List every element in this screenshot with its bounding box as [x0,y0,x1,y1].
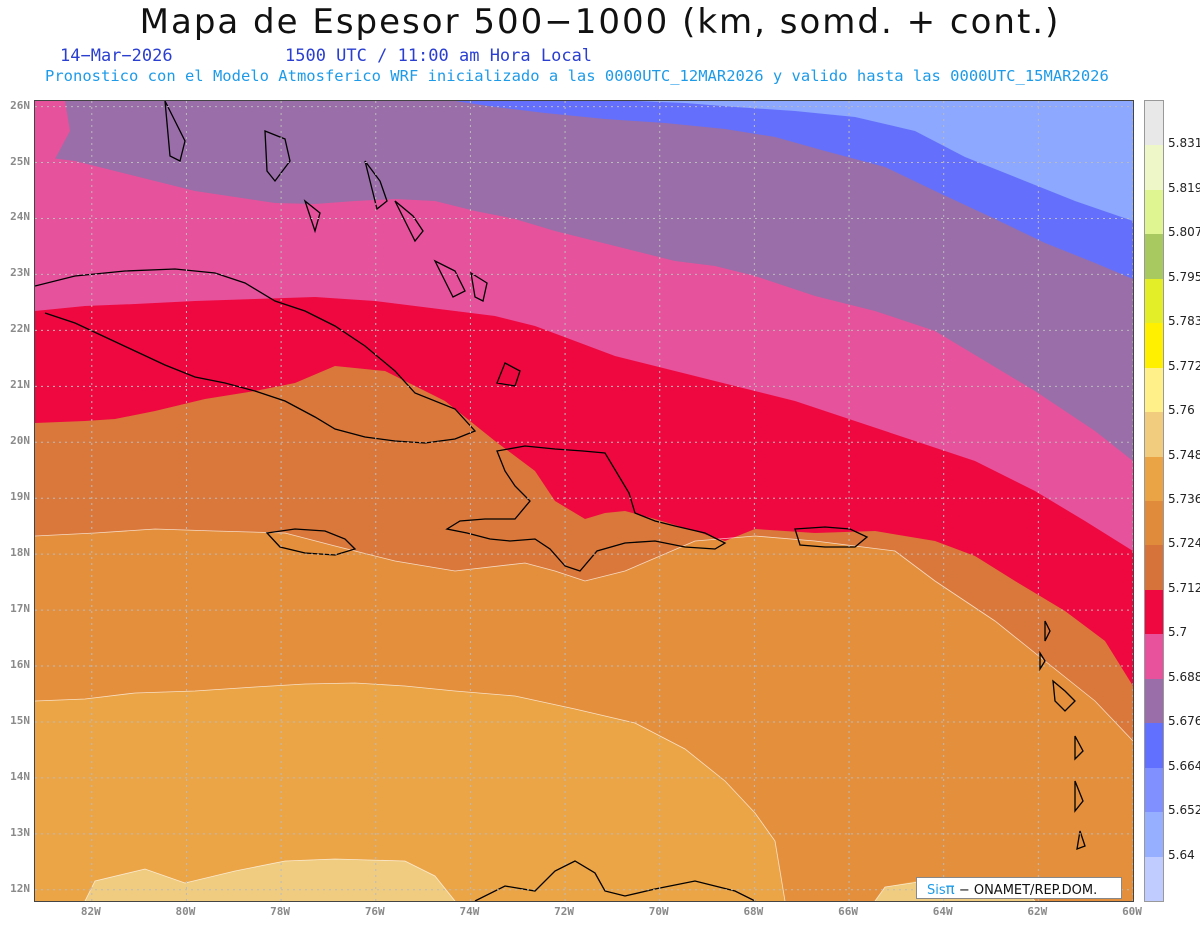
colorbar-swatch [1145,589,1163,635]
colorbar-level-label: 5.819 [1168,180,1200,195]
lon-tick-label: 82W [80,905,101,918]
credit-brand: Sis [927,883,946,898]
thickness-contours [35,528,1133,901]
lon-tick-label: 74W [459,905,480,918]
colorbar-level-label: 5.712 [1168,580,1200,595]
lat-tick-label: 24N [10,210,30,224]
band-5676-5688-west [35,101,70,171]
band-5736-5748 [85,859,1035,901]
colorbar-swatch [1145,189,1163,235]
lat-tick-label: 23N [10,266,30,280]
south-america-coast [474,860,756,901]
credit-logo: Sisπ − ONAMET/REP.DOM. [916,877,1122,899]
lon-tick-label: 68W [743,905,764,918]
lat-tick-label: 12N [10,881,30,895]
lat-tick-label: 16N [10,658,30,672]
lat-tick-label: 17N [10,602,30,616]
colorbar-swatch [1145,634,1163,680]
lat-tick-label: 14N [10,769,30,783]
band-5640-5652 [635,101,1133,221]
thickness-map [35,101,1133,901]
colorbar-swatch [1145,323,1163,369]
lat-tick-label: 20N [10,434,30,448]
band-5652-5664 [35,101,1133,279]
colorbar-swatch [1145,545,1163,591]
lon-tick-label: 60W [1122,905,1142,918]
hispaniola-coast [445,445,727,572]
colorbar-swatch [1145,767,1163,813]
colorbar-level-label: 5.795 [1168,269,1200,284]
lat-tick-label: 19N [10,490,30,504]
puerto-rico-coast [794,526,869,548]
lat-lon-grid [35,101,1133,901]
colorbar-swatch [1145,234,1163,280]
lon-tick-label: 62W [1027,905,1048,918]
colorbar-swatch [1145,856,1163,902]
colorbar-level-label: 5.64 [1168,847,1195,862]
colorbar-level-label: 5.783 [1168,314,1200,329]
colorbar-level-label: 5.736 [1168,492,1200,506]
lat-tick-label: 13N [10,825,30,839]
lon-tick-label: 64W [932,905,953,918]
lon-tick-label: 66W [838,905,858,918]
lesser-antilles [1039,620,1086,851]
colorbar-level-label: 5.748 [1168,447,1200,462]
colorbar-swatch [1145,723,1163,769]
colorbar-level-label: 5.831 [1168,136,1200,151]
coastlines [35,101,1086,901]
colorbar-level-label: 5.724 [1168,536,1200,551]
lon-tick-label: 78W [270,905,291,918]
lon-tick-label: 72W [554,905,574,918]
colorbar-level-label: 5.664 [1168,758,1200,773]
map-panel [34,100,1134,902]
colorbar-swatch [1145,501,1163,546]
colorbar-level-label: 5.676 [1168,714,1200,729]
colorbar-swatch [1145,412,1163,458]
forecast-subtitle: Pronostico con el Modelo Atmosferico WRF… [45,67,1109,85]
lat-tick-label: 26N [10,98,30,112]
colorbar-swatch [1145,678,1163,724]
colorbar-swatch [1145,812,1163,858]
colorbar-swatch [1145,278,1163,324]
band-5664-5676 [35,101,1133,461]
colorbar-level-label: 5.7 [1168,625,1188,640]
colorbar-level-label: 5.688 [1168,669,1200,684]
colorbar-level-label: 5.652 [1168,803,1200,818]
lat-tick-label: 22N [10,322,30,336]
colorbar [1144,100,1164,902]
credit-org: − ONAMET/REP.DOM. [958,883,1098,898]
forecast-date: 14−Mar−2026 [60,46,173,66]
lon-tick-label: 70W [648,905,669,918]
colorbar-swatch [1145,367,1163,413]
colorbar-swatch [1145,101,1163,146]
forecast-time: 1500 UTC / 11:00 am Hora Local [285,46,593,66]
lon-tick-label: 76W [364,905,385,918]
bahamas-islands [164,101,521,387]
map-title: Mapa de Espesor 500−1000 (km, somd. + co… [139,2,1061,42]
colorbar-level-label: 5.76 [1168,403,1195,418]
colorbar-level-label: 5.807 [1168,225,1200,240]
colorbar-swatch [1145,145,1163,191]
lat-tick-label: 21N [10,378,30,392]
lon-tick-label: 80W [175,905,196,918]
jamaica-coast [265,528,357,556]
lat-tick-label: 25N [10,154,30,168]
credit-pi: π [945,880,955,898]
lat-tick-label: 15N [10,713,30,727]
colorbar-swatch [1145,456,1163,502]
colorbar-level-label: 5.772 [1168,358,1200,373]
lat-tick-label: 18N [10,546,30,560]
cuba-coast [35,268,477,444]
